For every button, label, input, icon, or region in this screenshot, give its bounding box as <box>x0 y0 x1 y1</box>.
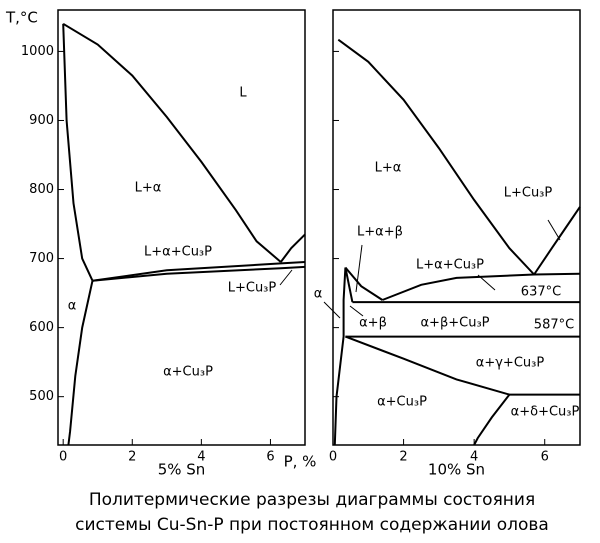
region-label: L+α <box>135 181 162 196</box>
y-axis-label: T,°C <box>5 9 38 27</box>
region-label: L <box>239 86 247 101</box>
panel-label: 5% Sn <box>158 461 206 479</box>
leader-line <box>279 269 293 286</box>
x-tick-label: 2 <box>399 450 407 465</box>
phase-boundary <box>345 335 580 396</box>
phase-boundary <box>62 22 282 263</box>
leader-line <box>547 219 561 241</box>
region-label: L+α+Cu₃P <box>144 245 212 260</box>
y-tick-label: 700 <box>29 251 54 266</box>
phase-boundary <box>337 38 535 276</box>
phase-boundary <box>333 267 347 446</box>
caption: Политермические разрезы диаграммы состоя… <box>89 490 535 510</box>
region-label: α <box>68 299 77 314</box>
panel-label: 10% Sn <box>428 461 485 479</box>
y-tick-label: 500 <box>29 389 54 404</box>
leader-line <box>349 305 364 317</box>
region-label: L+α+Cu₃P <box>416 258 484 273</box>
y-tick-label: 1000 <box>21 44 54 59</box>
phase-boundary <box>382 272 581 301</box>
region-label: α+Cu₃P <box>163 365 213 380</box>
phase-boundary <box>92 265 306 282</box>
y-tick-label: 900 <box>29 113 54 128</box>
region-label: 587°C <box>534 318 574 333</box>
region-label: α+Cu₃P <box>377 395 427 410</box>
leader-line <box>355 244 363 293</box>
region-label: L+α+β <box>357 225 403 240</box>
x-tick-label: 4 <box>197 450 205 465</box>
region-label: α+β+Cu₃P <box>420 316 489 331</box>
x-tick-label: 0 <box>329 450 337 465</box>
leader-line <box>323 301 341 319</box>
y-tick-label: 600 <box>29 320 54 335</box>
plot-frame <box>57 9 306 446</box>
phase-boundary <box>344 266 383 301</box>
region-label: 637°C <box>521 285 561 300</box>
phase-boundary <box>67 280 94 446</box>
x-tick-label: 0 <box>59 450 67 465</box>
region-label: α <box>314 287 323 302</box>
plot-frame <box>332 9 581 446</box>
region-label: α+β <box>359 316 387 331</box>
region-label: α+δ+Cu₃P <box>511 405 580 420</box>
y-tick-label: 800 <box>29 182 54 197</box>
x-axis-label: P, % <box>284 453 317 471</box>
region-label: L+α <box>375 161 402 176</box>
phase-boundary <box>344 267 354 303</box>
phase-boundary <box>473 393 511 446</box>
region-label: α+γ+Cu₃P <box>476 356 545 371</box>
x-tick-label: 6 <box>266 450 274 465</box>
region-label: L+Cu₃P <box>228 281 277 296</box>
phase-boundary <box>62 23 94 282</box>
phase-boundary <box>92 261 306 282</box>
x-tick-label: 6 <box>541 450 549 465</box>
x-tick-label: 2 <box>128 450 136 465</box>
region-label: L+Cu₃P <box>504 186 553 201</box>
caption: системы Cu-Sn-P при постоянном содержани… <box>75 515 549 535</box>
phase-boundary <box>533 206 581 276</box>
x-tick-label: 4 <box>470 450 478 465</box>
phase-boundary <box>280 233 306 263</box>
